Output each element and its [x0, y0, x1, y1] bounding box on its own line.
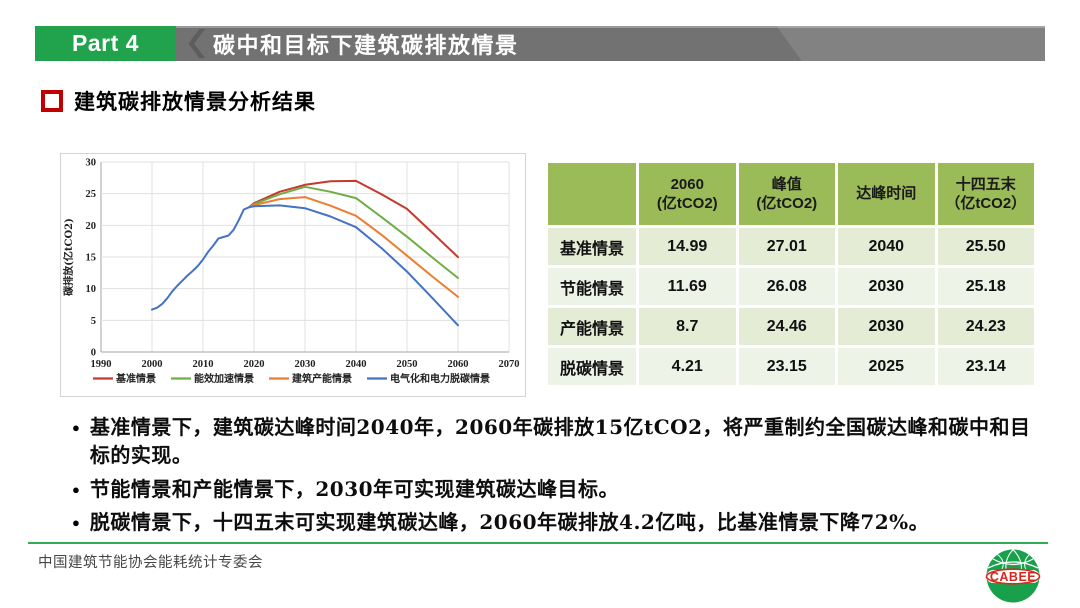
emissions-line-chart: 1990 2000 2010 2020 2030 2040 2050 2060 2070 0 5 10…: [60, 153, 526, 397]
footer-organization: 中国建筑节能协会能耗统计专委会: [38, 555, 263, 571]
table-corner-cell: [548, 163, 636, 225]
scenario-label: 脱碳情景: [548, 348, 636, 385]
table-row: 基准情景 14.99 27.01 2040 25.50: [548, 228, 1034, 265]
scenario-label: 节能情景: [548, 268, 636, 305]
table-value-cell: 2040: [838, 228, 935, 265]
table-value-cell: 2030: [838, 268, 935, 305]
table-header-cell: 峰值 (亿tCO2): [738, 163, 835, 225]
svg-text:2060: 2060: [448, 359, 469, 370]
table-value-cell: 27.01: [738, 228, 835, 265]
table-row: 节能情景 11.69 26.08 2030 25.18: [548, 268, 1034, 305]
scenario-table-wrap: 2060 (亿tCO2) 峰值 (亿tCO2) 达峰时间 十四五末 （亿tCO2） 基…: [545, 160, 1037, 388]
part-label: Part 4: [35, 26, 176, 61]
svg-text:20: 20: [86, 221, 97, 232]
table-value-cell: 24.46: [738, 308, 835, 345]
svg-text:15: 15: [86, 253, 97, 264]
svg-text:2070: 2070: [499, 359, 520, 370]
section-title: 建筑碳排放情景分析结果: [74, 89, 316, 114]
svg-text:10: 10: [86, 284, 97, 295]
conclusion-bullets: ● 基准情景下，建筑碳达峰时间2040年，2060年碳排放15亿tCO2，将严重制…: [72, 413, 1040, 542]
table-value-cell: 23.14: [937, 348, 1034, 385]
svg-text:2020: 2020: [244, 359, 265, 370]
table-value-cell: 26.08: [738, 268, 835, 305]
svg-text:1990: 1990: [91, 359, 112, 370]
table-value-cell: 8.7: [639, 308, 736, 345]
banner: 碳中和目标下建筑碳排放情景: [176, 26, 1045, 61]
cabee-logo: CABEE: [985, 549, 1041, 603]
bullet-item: ● 基准情景下，建筑碳达峰时间2040年，2060年碳排放15亿tCO2，将严重制…: [72, 413, 1040, 470]
bullet-text: 基准情景下，建筑碳达峰时间2040年，2060年碳排放15亿tCO2，将严重制约…: [89, 415, 1031, 468]
svg-text:电气化和电力脱碳情景: 电气化和电力脱碳情景: [390, 372, 490, 385]
svg-text:2000: 2000: [142, 359, 163, 370]
footer-divider: [28, 542, 1048, 544]
table-value-cell: 2030: [838, 308, 935, 345]
table-value-cell: 25.50: [937, 228, 1034, 265]
svg-text:30: 30: [86, 158, 97, 169]
bullet-icon: ●: [72, 515, 80, 531]
banner-top-strip: [176, 26, 1045, 28]
svg-text:2010: 2010: [193, 359, 214, 370]
bullet-icon: ●: [72, 481, 80, 497]
table-value-cell: 25.18: [937, 268, 1034, 305]
svg-text:基准情景: 基准情景: [115, 372, 156, 385]
table-value-cell: 4.21: [639, 348, 736, 385]
header-band: Part 4 碳中和目标下建筑碳排放情景: [35, 26, 1045, 61]
svg-text:2040: 2040: [346, 359, 367, 370]
table-header-cell: 达峰时间: [838, 163, 935, 225]
table-value-cell: 2025: [838, 348, 935, 385]
red-square-bullet-icon: [41, 90, 63, 112]
bullet-icon: ●: [72, 420, 80, 435]
table-row: 脱碳情景 4.21 23.15 2025 23.14: [548, 348, 1034, 385]
svg-text:25: 25: [86, 189, 97, 200]
svg-text:2050: 2050: [397, 359, 418, 370]
scenario-label: 产能情景: [548, 308, 636, 345]
banner-shade-shape: [176, 26, 802, 61]
table-header-cell: 十四五末 （亿tCO2）: [937, 163, 1034, 225]
table-value-cell: 11.69: [639, 268, 736, 305]
bullet-text: 节能情景和产能情景下，2030年可实现建筑碳达峰目标。: [89, 476, 620, 501]
table-header-cell: 2060 (亿tCO2): [639, 163, 736, 225]
chart-svg: 1990 2000 2010 2020 2030 2040 2050 2060 20700510…: [62, 158, 520, 386]
table-row: 产能情景 8.7 24.46 2030 24.23: [548, 308, 1034, 345]
svg-text:5: 5: [91, 316, 96, 327]
table-value-cell: 24.23: [937, 308, 1034, 345]
svg-text:碳排放(亿tCO2): 碳排放(亿tCO2): [62, 218, 75, 296]
table-header-row: 2060 (亿tCO2) 峰值 (亿tCO2) 达峰时间 十四五末 （亿tCO2）: [548, 163, 1034, 225]
svg-text:建筑产能情景: 建筑产能情景: [291, 372, 352, 385]
scenario-label: 基准情景: [548, 228, 636, 265]
svg-text:0: 0: [91, 348, 96, 359]
bullet-item: ● 节能情景和产能情景下，2030年可实现建筑碳达峰目标。: [72, 475, 1040, 503]
table-value-cell: 14.99: [639, 228, 736, 265]
bullet-text: 脱碳情景下，十四五末可实现建筑碳达峰，2060年碳排放4.2亿吨，比基准情景下降…: [89, 510, 930, 535]
banner-title: 碳中和目标下建筑碳排放情景: [213, 32, 519, 58]
bullet-item: ● 脱碳情景下，十四五末可实现建筑碳达峰，2060年碳排放4.2亿吨，比基准情景下…: [72, 508, 1040, 536]
section-heading: 建筑碳排放情景分析结果: [41, 86, 316, 116]
svg-text:2030: 2030: [295, 359, 316, 370]
scenario-table: 2060 (亿tCO2) 峰值 (亿tCO2) 达峰时间 十四五末 （亿tCO2） 基…: [545, 160, 1037, 388]
table-value-cell: 23.15: [738, 348, 835, 385]
svg-text:能效加速情景: 能效加速情景: [194, 372, 254, 385]
logo-text: CABEE: [990, 570, 1036, 584]
